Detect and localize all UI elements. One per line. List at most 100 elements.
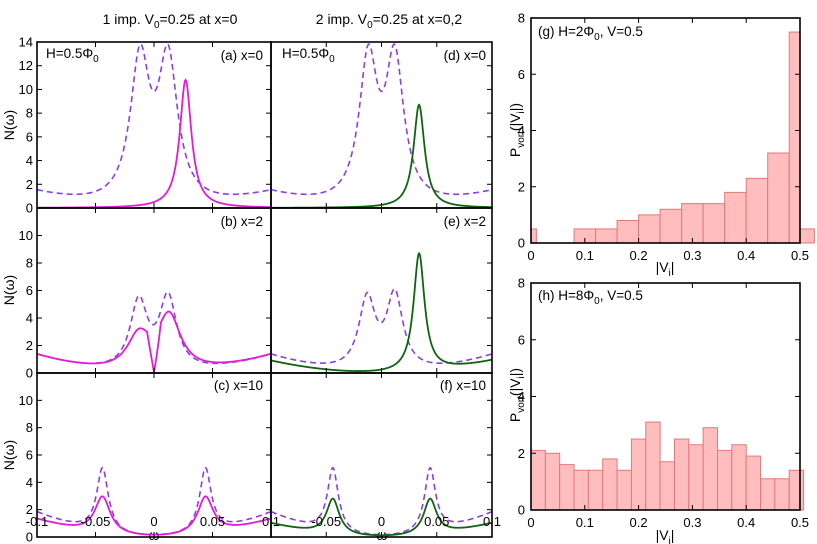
histogram-bar	[731, 444, 747, 511]
dashed-curve	[271, 43, 492, 196]
panel-label-c: (c) x=10	[214, 378, 263, 393]
histogram-bar	[595, 228, 618, 244]
ytick-label: 4	[26, 153, 33, 168]
solid-curve	[271, 251, 492, 372]
histogram-bar	[702, 427, 719, 511]
histogram-bar	[702, 203, 726, 244]
xtick-label: 0	[378, 514, 385, 529]
xtick-label: 0.5	[791, 248, 809, 263]
panel-curves	[37, 43, 271, 208]
ytick-label: 4	[26, 475, 33, 490]
xtick-label: -0.05	[81, 514, 111, 529]
panel-label-d: (d) x=0	[444, 48, 486, 63]
solid-curve	[37, 310, 271, 373]
histogram-bar	[745, 455, 762, 511]
ytick-label: 8	[26, 256, 33, 271]
ytick-label: 2	[518, 446, 525, 461]
histogram-bar	[659, 461, 675, 511]
column-title-right: 2 imp. V0=0.25 at x=0,2	[316, 11, 463, 31]
histogram-bar	[602, 458, 618, 511]
ytick-label: 4	[518, 389, 525, 404]
ytick-label: 12	[19, 58, 33, 73]
ytick-label: 6	[518, 67, 525, 82]
ytick-label: 0	[26, 530, 33, 544]
histogram-bar	[799, 228, 815, 244]
panel-label-a: (a) x=0	[221, 48, 263, 63]
panel-frame	[270, 372, 493, 538]
solid-curve	[271, 103, 492, 208]
histogram-bar	[745, 177, 769, 244]
xtick-label: 0.05	[200, 514, 225, 529]
ytick-label: 2	[518, 179, 525, 194]
ytick-label: 2	[26, 338, 33, 353]
ytick-label: 14	[19, 35, 33, 50]
panel-frame	[36, 207, 272, 374]
field-label-left: H=0.5Φ0	[46, 46, 99, 65]
histogram-bar	[645, 421, 661, 511]
xtick-label: 0.3	[683, 515, 701, 530]
column-title-left: 1 imp. V0=0.25 at x=0	[103, 11, 238, 31]
panel-label-h: (h) H=8Φ0, V=0.5	[538, 288, 643, 307]
histogram-bar	[760, 478, 776, 511]
xtick-label: -0.05	[311, 514, 341, 529]
xtick-label: 0.1	[483, 514, 501, 529]
panel-frame	[36, 372, 272, 538]
histogram-bar	[724, 191, 747, 244]
ylabel-c: N(ω)	[1, 440, 17, 470]
field-label-right: H=0.5Φ0	[282, 46, 335, 65]
histogram-bar	[673, 438, 690, 511]
panel-frame	[270, 41, 493, 209]
histogram-bar	[616, 220, 640, 244]
ytick-label: 6	[26, 129, 33, 144]
histogram-bar	[559, 464, 575, 511]
xtick-label: 0.4	[737, 248, 755, 263]
ytick-label: 6	[26, 283, 33, 298]
ytick-label: 2	[26, 177, 33, 192]
histogram-bar	[638, 214, 661, 244]
panel-label-b: (b) x=2	[221, 214, 263, 229]
histogram-bar	[788, 31, 801, 244]
panel-label-f: (f) x=10	[440, 378, 486, 393]
solid-curve	[37, 78, 271, 208]
panel-label-g: (g) H=2Φ0, V=0.5	[538, 24, 643, 43]
xtick-label: 0.3	[683, 248, 701, 263]
panel-frame	[36, 41, 272, 209]
histogram-bar	[717, 449, 733, 511]
histogram-bar	[688, 444, 704, 511]
dashed-curve	[271, 288, 492, 364]
xtick-label: 0.1	[576, 248, 594, 263]
panel-curves	[37, 291, 271, 373]
histogram-bar	[530, 228, 537, 244]
xtick-label: 0	[527, 248, 534, 263]
histogram-bar	[630, 438, 647, 511]
panel-curves	[271, 43, 492, 208]
histogram-bar	[616, 469, 632, 511]
ytick-label: 6	[518, 332, 525, 347]
ytick-label: 0	[518, 503, 525, 518]
histogram-bar	[587, 469, 604, 511]
ytick-label: 4	[518, 123, 525, 138]
ytick-label: 10	[19, 228, 33, 243]
xtick-label: 0.2	[630, 515, 648, 530]
xtick-label: 0.2	[630, 248, 648, 263]
xtick-label: 0.1	[576, 515, 594, 530]
xtick-label: 0.4	[737, 515, 755, 530]
xlabel-g: |Vi|	[656, 259, 675, 279]
panel-label-e: (e) x=2	[444, 214, 486, 229]
histogram-bar	[544, 452, 561, 511]
ytick-label: 0	[26, 201, 33, 216]
ylabel-b: N(ω)	[1, 275, 17, 305]
panel-frame	[270, 207, 493, 374]
ytick-label: 0	[518, 236, 525, 251]
ytick-label: 8	[26, 420, 33, 435]
histogram-bar	[530, 449, 546, 511]
ytick-label: 10	[19, 393, 33, 408]
ylabel-a: N(ω)	[1, 110, 17, 140]
ytick-label: 8	[518, 11, 525, 26]
histogram-bar	[767, 152, 790, 244]
ytick-label: 8	[518, 276, 525, 291]
xtick-label: 0.05	[424, 514, 449, 529]
ytick-label: 2	[26, 502, 33, 517]
histogram-bar	[573, 469, 589, 511]
